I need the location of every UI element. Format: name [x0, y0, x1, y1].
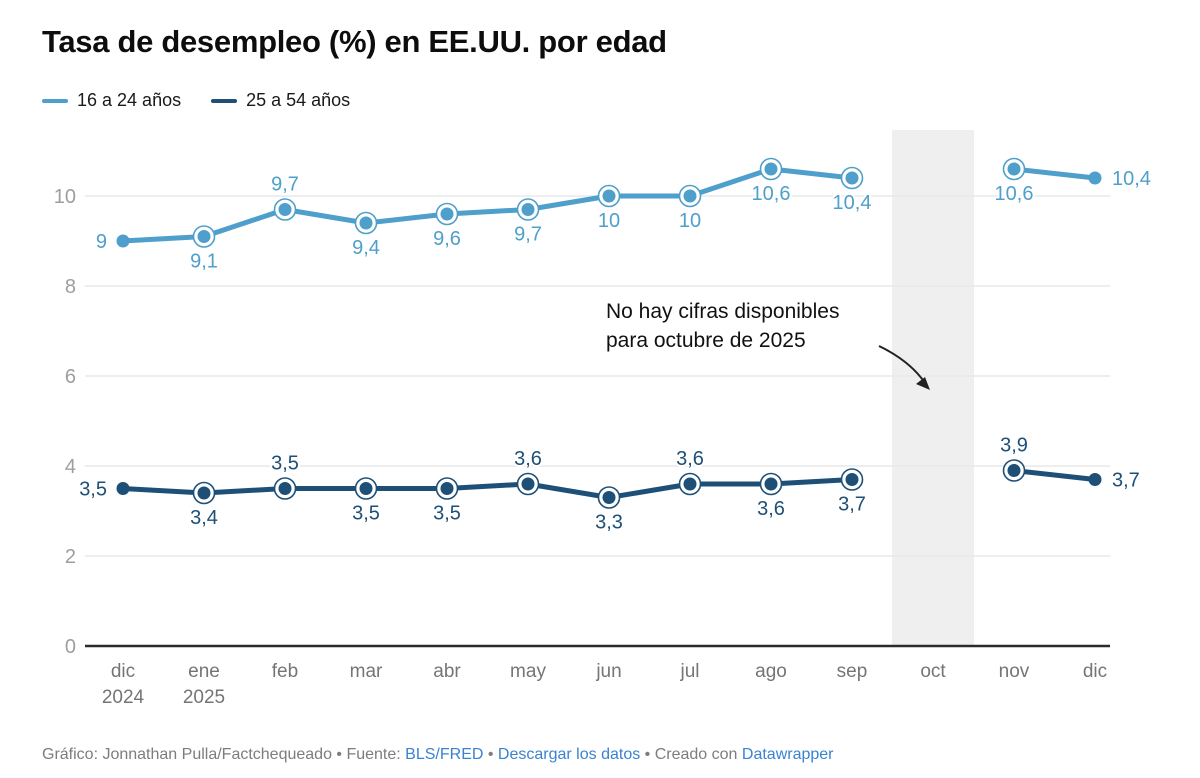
data-point: [764, 162, 778, 176]
data-label: 3,7: [838, 494, 866, 516]
data-point: [197, 230, 211, 243]
x-axis-label: feb: [272, 661, 298, 682]
data-point: [278, 482, 292, 495]
footer-separator: •: [483, 746, 498, 763]
data-label: 10,6: [995, 183, 1034, 205]
legend-label: 16 a 24 años: [77, 90, 182, 110]
data-label: 9,7: [514, 224, 542, 246]
chart-legend: 16 a 24 años 25 a 54 años: [42, 90, 350, 111]
x-axis-label: jun: [595, 661, 621, 682]
data-point: [764, 477, 778, 491]
legend-item-16-24: 16 a 24 años: [42, 90, 181, 111]
series-line: [1011, 468, 1098, 482]
datawrapper-link[interactable]: Datawrapper: [741, 746, 834, 763]
x-axis-year-label: 2024: [102, 687, 145, 708]
data-label: 3,6: [676, 448, 704, 470]
missing-data-band: [892, 130, 974, 646]
series-line: [120, 477, 855, 500]
data-label: 9,4: [352, 237, 380, 259]
data-point: [359, 216, 373, 230]
x-axis-year-label: 2025: [183, 687, 225, 708]
chart-title: Tasa de desempleo (%) en EE.UU. por edad: [42, 24, 667, 59]
data-point: [845, 473, 859, 486]
data-label: 3,9: [1000, 435, 1028, 457]
data-label: 10,4: [1112, 168, 1151, 190]
data-point: [683, 189, 697, 203]
y-axis-tick-label: 4: [65, 456, 76, 478]
annotation-text-line1: No hay cifras disponibles: [606, 300, 839, 323]
footer-text: Gráfico: Jonnathan Pulla/Factchequeado •…: [42, 746, 406, 763]
data-label: 10,6: [752, 183, 791, 205]
data-point: [1007, 464, 1021, 477]
data-point: [845, 171, 859, 185]
x-axis-label: dic: [1083, 661, 1107, 682]
x-axis-label: abr: [433, 661, 461, 682]
footer-byline: Gráfico: Jonnathan Pulla/Factchequeado •…: [42, 746, 834, 764]
y-axis-tick-label: 10: [54, 186, 76, 208]
data-label: 3,5: [79, 479, 107, 501]
data-point: [116, 234, 130, 248]
data-point: [1007, 162, 1021, 176]
data-label: 3,7: [1112, 470, 1140, 492]
legend-item-25-54: 25 a 54 años: [211, 90, 350, 111]
legend-label: 25 a 54 años: [246, 90, 351, 110]
x-axis-label: ene: [188, 661, 220, 682]
x-axis-label: nov: [999, 661, 1030, 682]
annotation-arrowhead: [916, 377, 930, 390]
data-point: [602, 491, 616, 504]
data-point: [602, 189, 616, 203]
data-label: 3,5: [271, 453, 299, 475]
x-axis-label: mar: [350, 661, 383, 682]
data-label: 3,5: [352, 503, 380, 525]
y-axis-tick-label: 6: [65, 366, 76, 388]
data-point: [521, 203, 535, 216]
series-line: [1011, 166, 1098, 181]
x-axis-label: ago: [755, 661, 787, 682]
data-point: [683, 477, 697, 491]
data-label: 3,5: [433, 503, 461, 525]
data-label: 9,7: [271, 174, 299, 196]
data-label: 3,6: [514, 448, 542, 470]
series-line: [120, 166, 855, 244]
data-label: 3,4: [190, 507, 218, 529]
y-axis-tick-label: 8: [65, 276, 76, 298]
data-label: 9: [96, 231, 107, 253]
x-axis-label: dic: [111, 661, 135, 682]
data-label: 10: [598, 210, 620, 232]
data-point: [197, 486, 211, 500]
data-point: [278, 203, 292, 216]
footer-separator: •: [640, 746, 655, 763]
data-label: 9,6: [433, 228, 461, 250]
data-label: 10,4: [833, 192, 872, 214]
data-label: 10: [679, 210, 701, 232]
source-link[interactable]: BLS/FRED: [405, 746, 484, 763]
x-axis-label: may: [510, 661, 546, 682]
x-axis-label: jul: [679, 661, 699, 682]
data-point: [1088, 171, 1102, 185]
x-axis-label: sep: [837, 661, 868, 682]
data-point: [440, 207, 454, 221]
data-point: [440, 482, 454, 495]
x-axis-label: oct: [920, 661, 946, 682]
annotation-text-line2: para octubre de 2025: [606, 329, 806, 352]
legend-swatch-icon: [211, 98, 238, 103]
y-axis-tick-label: 0: [65, 636, 76, 658]
data-point: [521, 477, 535, 491]
data-label: 3,3: [595, 512, 623, 534]
data-point: [116, 482, 130, 495]
legend-swatch-icon: [42, 98, 68, 103]
data-label: 3,6: [757, 498, 785, 520]
data-point: [1088, 473, 1102, 486]
download-data-link[interactable]: Descargar los datos: [497, 746, 641, 763]
data-label: 9,1: [190, 251, 218, 273]
footer-text: Creado con: [654, 746, 742, 763]
data-point: [359, 482, 373, 495]
y-axis-tick-label: 2: [65, 546, 76, 568]
